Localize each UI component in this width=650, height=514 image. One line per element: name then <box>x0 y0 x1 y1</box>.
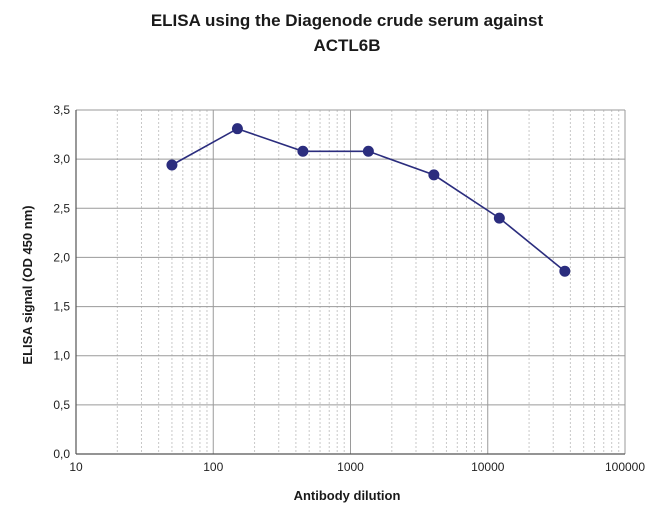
grid <box>75 109 626 455</box>
chart-title-line-1: ELISA using the Diagenode crude serum ag… <box>151 11 544 30</box>
y-axis-label: ELISA signal (OD 450 nm) <box>20 205 35 364</box>
x-axis-label: Antibody dilution <box>294 488 401 503</box>
y-tick-label: 3,0 <box>53 152 70 166</box>
x-tick-label: 100 <box>203 460 223 474</box>
data-point <box>362 145 374 157</box>
axes <box>75 110 625 455</box>
chart-title: ELISA using the Diagenode crude serum ag… <box>151 11 544 55</box>
data-point <box>559 265 571 277</box>
chart-title-line-2: ACTL6B <box>313 36 380 55</box>
data-series <box>166 123 571 277</box>
data-point <box>493 212 505 224</box>
x-tick-label: 1000 <box>337 460 364 474</box>
data-point <box>231 123 243 135</box>
tick-labels: 0,0 0,5 1,0 1,5 2,0 2,5 3,0 3,5 10 100 1000 10000 10… <box>53 103 645 474</box>
data-point <box>297 145 309 157</box>
x-tick-label: 10000 <box>471 460 505 474</box>
y-tick-label: 0,5 <box>53 398 70 412</box>
y-tick-label: 1,0 <box>53 349 70 363</box>
y-tick-label: 2,0 <box>53 250 70 264</box>
x-tick-label: 10 <box>69 460 83 474</box>
data-point <box>428 169 440 181</box>
y-tick-label: 0,0 <box>53 447 70 461</box>
data-point <box>166 159 178 171</box>
x-tick-label: 100000 <box>605 460 645 474</box>
y-tick-label: 2,5 <box>53 201 70 215</box>
y-tick-label: 1,5 <box>53 300 70 314</box>
y-tick-label: 3,5 <box>53 103 70 117</box>
